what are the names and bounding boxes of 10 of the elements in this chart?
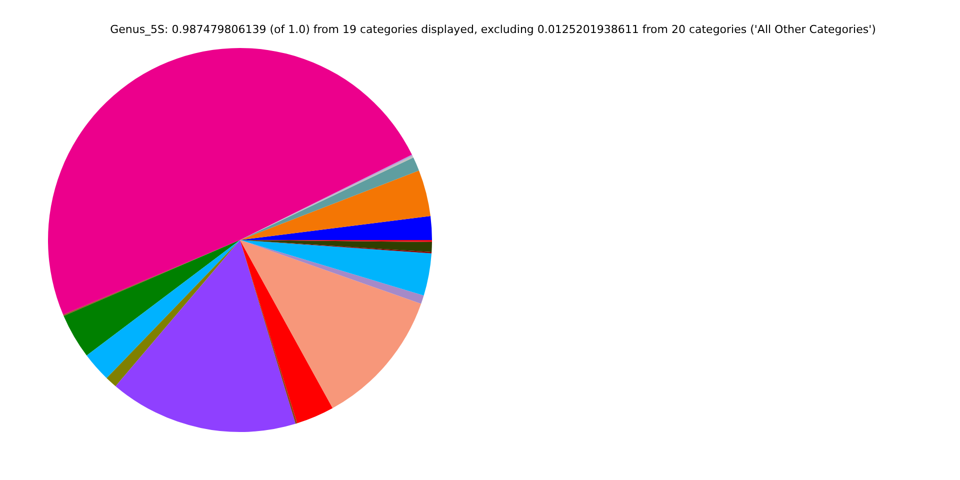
text: Genus_5S: 0.987479806139 (of 1.0) from 19 categories displayed, excluding 0.0125201938611 from 20 categories ('All Other Categories') [110,23,876,36]
pie-slice [240,240,333,424]
pie-slice [63,240,240,316]
pie-slice [240,170,430,240]
pie-slice [64,240,240,356]
pie-slice [240,240,424,304]
pie-slice [48,48,412,315]
pie-slice [240,240,422,408]
pie-slice [240,216,432,240]
pie-slice [116,240,296,432]
